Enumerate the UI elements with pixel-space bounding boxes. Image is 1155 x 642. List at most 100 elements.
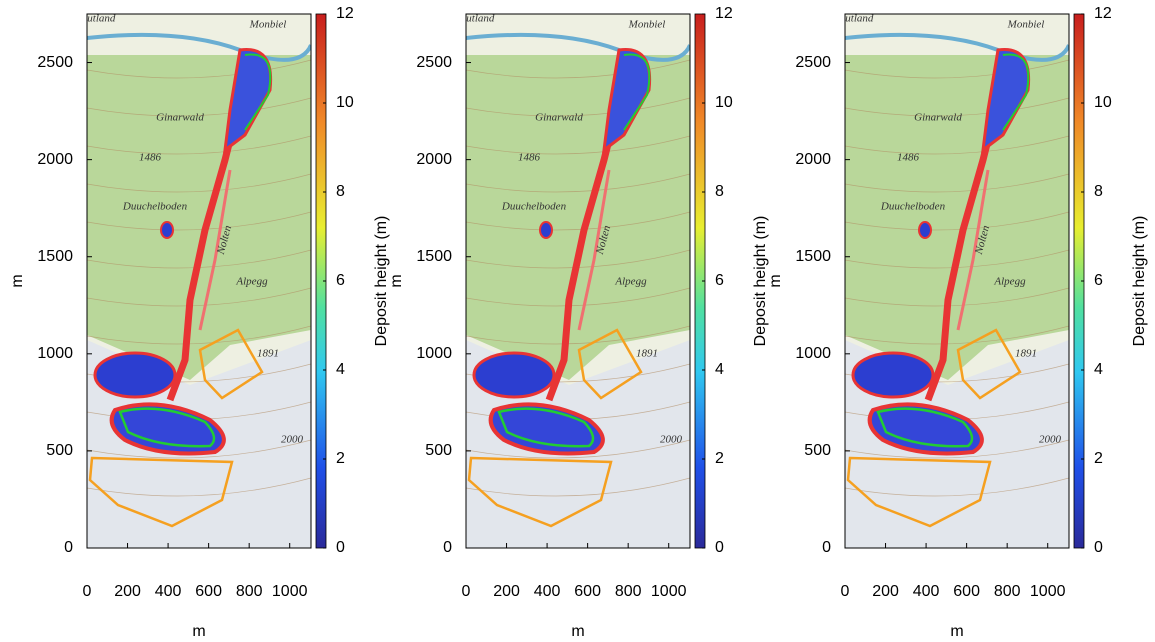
map-label: Monbiel bbox=[249, 19, 287, 31]
colorbar-tick-label: 12 bbox=[336, 5, 354, 22]
x-tick-label: 200 bbox=[872, 583, 899, 600]
colorbar-tick-label: 10 bbox=[336, 94, 354, 111]
x-tick-label: 0 bbox=[83, 583, 92, 600]
x-tick-label: 1000 bbox=[651, 583, 687, 600]
map-label: 1891 bbox=[636, 348, 658, 360]
colorbar-tick-label: 8 bbox=[715, 183, 724, 200]
x-tick-label: 400 bbox=[534, 583, 561, 600]
map-label: 1486 bbox=[518, 152, 541, 164]
y-tick-label: 2500 bbox=[416, 54, 452, 71]
y-axis-label: m bbox=[9, 274, 26, 287]
y-tick-label: 0 bbox=[64, 539, 73, 556]
map-label: Monbiel bbox=[628, 19, 666, 31]
x-tick-label: 200 bbox=[114, 583, 141, 600]
colorbar-tick-label: 4 bbox=[715, 361, 724, 378]
x-axis-label: m bbox=[192, 623, 205, 640]
map-label: Ginarwald bbox=[156, 112, 204, 124]
colorbar-tick-label: 12 bbox=[1094, 5, 1112, 22]
map-label: Duuchelboden bbox=[501, 201, 567, 213]
x-tick-label: 600 bbox=[953, 583, 980, 600]
y-axis-label: m bbox=[388, 274, 405, 287]
body: RutlandMonbielGinarwald1486DuuchelbodenN… bbox=[0, 0, 1155, 642]
colorbar-tick-label: 0 bbox=[715, 539, 724, 556]
forest bbox=[466, 55, 690, 380]
colorbar-tick-label: 10 bbox=[715, 94, 733, 111]
page: {"chart_data": [ {"type": "map", "xlabel… bbox=[0, 0, 1155, 642]
map-label: Alpegg bbox=[235, 276, 268, 288]
map-label: Ginarwald bbox=[535, 112, 583, 124]
x-tick-label: 800 bbox=[615, 583, 642, 600]
y-tick-label: 500 bbox=[804, 442, 831, 459]
y-tick-label: 1500 bbox=[795, 248, 831, 265]
deposit-spot bbox=[161, 222, 173, 238]
y-tick-label: 2000 bbox=[37, 151, 73, 168]
map-label: 1891 bbox=[1015, 348, 1037, 360]
x-tick-label: 800 bbox=[236, 583, 263, 600]
map-label: 1486 bbox=[897, 152, 920, 164]
colorbar-tick-label: 12 bbox=[715, 5, 733, 22]
map-image: RutlandMonbielGinarwald1486DuuchelbodenN… bbox=[459, 13, 690, 548]
y-tick-label: 1500 bbox=[416, 248, 452, 265]
x-tick-label: 600 bbox=[574, 583, 601, 600]
y-axis-label: m bbox=[767, 274, 784, 287]
x-axis-label: m bbox=[950, 623, 963, 640]
y-tick-label: 1000 bbox=[37, 345, 73, 362]
colorbar-tick-label: 8 bbox=[1094, 183, 1103, 200]
colorbar-tick-label: 4 bbox=[1094, 361, 1103, 378]
map-label: Ginarwald bbox=[914, 112, 962, 124]
deposit-mid bbox=[95, 353, 175, 397]
colorbar-tick-label: 6 bbox=[715, 272, 724, 289]
y-tick-label: 2000 bbox=[795, 151, 831, 168]
figure: RutlandMonbielGinarwald1486DuuchelbodenN… bbox=[0, 0, 1155, 642]
y-tick-label: 2000 bbox=[416, 151, 452, 168]
forest bbox=[87, 55, 311, 380]
map-label: Alpegg bbox=[993, 276, 1026, 288]
map-label: 2000 bbox=[1039, 434, 1062, 446]
deposit-mid bbox=[474, 353, 554, 397]
colorbar-tick-label: 0 bbox=[1094, 539, 1103, 556]
colorbar-tick-label: 4 bbox=[336, 361, 345, 378]
colorbar-tick-label: 0 bbox=[336, 539, 345, 556]
map-label: 2000 bbox=[660, 434, 683, 446]
x-axis-label: m bbox=[571, 623, 584, 640]
y-tick-label: 0 bbox=[443, 539, 452, 556]
x-tick-label: 600 bbox=[195, 583, 222, 600]
map-label: Monbiel bbox=[1007, 19, 1045, 31]
y-tick-label: 0 bbox=[822, 539, 831, 556]
y-tick-label: 2500 bbox=[795, 54, 831, 71]
y-tick-label: 500 bbox=[46, 442, 73, 459]
map-label: Duuchelboden bbox=[122, 201, 188, 213]
map-label: 2000 bbox=[281, 434, 304, 446]
map-label: Duuchelboden bbox=[880, 201, 946, 213]
y-tick-label: 500 bbox=[425, 442, 452, 459]
colorbar-tick-label: 2 bbox=[715, 450, 724, 467]
deposit-mid bbox=[853, 353, 933, 397]
colorbar-tick-label: 8 bbox=[336, 183, 345, 200]
y-tick-label: 1000 bbox=[416, 345, 452, 362]
x-tick-label: 1000 bbox=[1030, 583, 1066, 600]
map-label: 1486 bbox=[139, 152, 162, 164]
colorbar-tick-label: 10 bbox=[1094, 94, 1112, 111]
x-tick-label: 800 bbox=[994, 583, 1021, 600]
y-tick-label: 1500 bbox=[37, 248, 73, 265]
colorbar-tick-label: 2 bbox=[1094, 450, 1103, 467]
y-tick-label: 1000 bbox=[795, 345, 831, 362]
x-tick-label: 400 bbox=[155, 583, 182, 600]
y-tick-label: 2500 bbox=[37, 54, 73, 71]
map-label: Alpegg bbox=[614, 276, 647, 288]
x-tick-label: 1000 bbox=[272, 583, 308, 600]
x-tick-label: 0 bbox=[841, 583, 850, 600]
colorbar-tick-label: 6 bbox=[1094, 272, 1103, 289]
colorbar-tick-label: 2 bbox=[336, 450, 345, 467]
map-image: RutlandMonbielGinarwald1486DuuchelbodenN… bbox=[80, 13, 311, 548]
x-tick-label: 200 bbox=[493, 583, 520, 600]
map-label: 1891 bbox=[257, 348, 279, 360]
colorbar-label: Deposit height (m) bbox=[1131, 216, 1148, 347]
x-tick-label: 0 bbox=[462, 583, 471, 600]
forest bbox=[845, 55, 1069, 380]
x-tick-label: 400 bbox=[913, 583, 940, 600]
